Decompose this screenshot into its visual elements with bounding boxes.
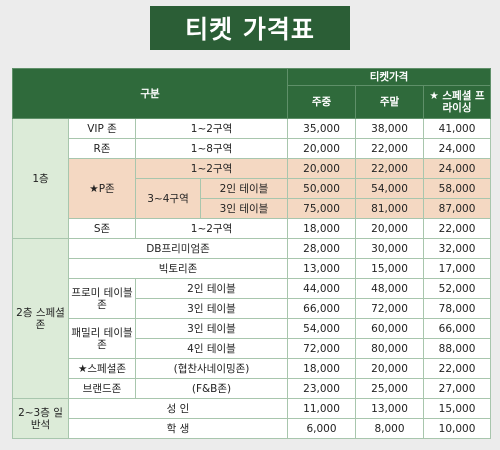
table-row: 학 생 6,000 8,000 10,000 xyxy=(13,418,492,439)
table-row: ★P존 1~2구역 20,000 22,000 24,000 xyxy=(13,158,492,219)
price-cell: 10,000 xyxy=(423,418,492,439)
price-cell: 32,000 xyxy=(423,238,492,259)
zone-cell: 2인 테이블 xyxy=(199,178,289,199)
zone-cell: 1~2구역 xyxy=(134,158,289,179)
price-cell: 20,000 xyxy=(287,138,357,159)
price-cell: 38,000 xyxy=(355,118,425,139)
table-row: 패밀리 테이블존 3인 테이블 54,000 60,000 66,000 xyxy=(13,318,492,359)
price-cell: 24,000 xyxy=(423,158,492,179)
header-column: ★ 스페셜 프라이싱 xyxy=(423,85,492,119)
table-row: 2층 스페셜존 DB프리미엄존 28,000 30,000 32,000 xyxy=(12,238,492,399)
price-cell: 15,000 xyxy=(355,258,425,279)
price-cell: 15,000 xyxy=(423,398,492,419)
zone-cell: 성 인 xyxy=(67,398,289,419)
zone-cell: DB프리미엄존 xyxy=(67,238,289,259)
header-column: 주중 xyxy=(287,85,357,119)
price-cell: 44,000 xyxy=(287,278,357,299)
price-cell: 54,000 xyxy=(287,318,357,339)
price-cell: 72,000 xyxy=(355,298,425,319)
table-row: 프로미 테이블존 2인 테이블 44,000 48,000 52,000 xyxy=(13,278,492,319)
price-cell: 75,000 xyxy=(287,198,357,219)
price-cell: 48,000 xyxy=(355,278,425,299)
group-cell: 2~3층 일반석 xyxy=(12,398,69,439)
price-cell: 88,000 xyxy=(423,338,492,359)
zone-cell: 2인 테이블 xyxy=(134,278,289,299)
price-cell: 18,000 xyxy=(287,358,357,379)
zone-cell: 3인 테이블 xyxy=(199,198,289,219)
zone-cell: 빅토리존 xyxy=(67,258,289,279)
table-row: 4인 테이블 72,000 80,000 88,000 xyxy=(13,338,492,359)
table-row: ★스페셜존 (협찬사네이밍존) 18,000 20,000 22,000 xyxy=(13,358,492,379)
zone-cell: 1~8구역 xyxy=(134,138,289,159)
zone-cell: ★스페셜존 xyxy=(68,358,136,379)
zone-cell: 3인 테이블 xyxy=(134,298,289,319)
zone-cell: (F&B존) xyxy=(134,378,289,399)
price-cell: 20,000 xyxy=(355,358,425,379)
zone-cell: (협찬사네이밍존) xyxy=(134,358,289,379)
price-cell: 22,000 xyxy=(355,158,425,179)
price-cell: 25,000 xyxy=(355,378,425,399)
price-cell: 87,000 xyxy=(423,198,492,219)
price-cell: 66,000 xyxy=(287,298,357,319)
table-row: R존 1~8구역 20,000 22,000 24,000 xyxy=(13,138,492,159)
zone-cell: R존 xyxy=(68,138,136,159)
price-cell: 11,000 xyxy=(287,398,357,419)
zone-cell: 학 생 xyxy=(67,418,289,439)
zone-cell: VIP 존 xyxy=(68,118,136,139)
price-cell: 20,000 xyxy=(355,218,425,239)
price-cell: 6,000 xyxy=(287,418,357,439)
table-row: 빅토리존 13,000 15,000 17,000 xyxy=(13,258,492,279)
table-row: 3인 테이블 75,000 81,000 87,000 xyxy=(13,198,492,219)
zone-cell: S존 xyxy=(68,218,136,239)
price-cell: 30,000 xyxy=(355,238,425,259)
price-cell: 22,000 xyxy=(423,218,492,239)
zone-cell: ★P존 xyxy=(68,158,136,219)
zone-cell: 패밀리 테이블존 xyxy=(68,318,136,359)
price-cell: 23,000 xyxy=(287,378,357,399)
table-row: S존 1~2구역 18,000 20,000 22,000 xyxy=(13,218,492,239)
table-row: 브랜드존 (F&B존) 23,000 25,000 27,000 xyxy=(13,378,492,399)
table-row: 1층 VIP 존 1~2구역 35,000 38,000 41,000 xyxy=(12,118,492,239)
price-cell: 35,000 xyxy=(287,118,357,139)
zone-cell: 3~4구역 xyxy=(135,178,201,219)
zone-cell: 1~2구역 xyxy=(134,218,289,239)
price-cell: 28,000 xyxy=(287,238,357,259)
price-cell: 66,000 xyxy=(423,318,492,339)
zone-cell: 1~2구역 xyxy=(134,118,289,139)
price-cell: 78,000 xyxy=(423,298,492,319)
price-cell: 27,000 xyxy=(423,378,492,399)
header-price-group: 티켓가격 xyxy=(287,68,492,86)
table-row: 3~4구역 2인 테이블 50,000 54,000 58,000 xyxy=(13,178,492,219)
price-cell: 80,000 xyxy=(355,338,425,359)
header-column: 주말 xyxy=(355,85,425,119)
price-cell: 52,000 xyxy=(423,278,492,299)
group-cell: 2층 스페셜존 xyxy=(12,238,69,399)
title-banner: 티켓 가격표 xyxy=(150,6,350,50)
header-category: 구분 xyxy=(11,68,289,119)
price-cell: 22,000 xyxy=(423,358,492,379)
price-table: 구분 티켓가격 주중 주말 ★ 스페셜 프라이싱 1층 VIP 존 1~2구역 35,… xyxy=(11,68,492,439)
zone-cell: 3인 테이블 xyxy=(134,318,289,339)
table-row: 2~3층 일반석 성 인 11,000 13,000 15,000 xyxy=(12,398,492,439)
price-cell: 41,000 xyxy=(423,118,492,139)
price-cell: 20,000 xyxy=(287,158,357,179)
zone-cell: 브랜드존 xyxy=(68,378,136,399)
price-cell: 17,000 xyxy=(423,258,492,279)
price-cell: 22,000 xyxy=(355,138,425,159)
price-cell: 50,000 xyxy=(287,178,357,199)
price-cell: 60,000 xyxy=(355,318,425,339)
price-cell: 8,000 xyxy=(355,418,425,439)
zone-cell: 프로미 테이블존 xyxy=(68,278,136,319)
price-cell: 81,000 xyxy=(355,198,425,219)
group-cell: 1층 xyxy=(12,118,69,239)
price-cell: 13,000 xyxy=(287,258,357,279)
price-cell: 13,000 xyxy=(355,398,425,419)
zone-cell: 4인 테이블 xyxy=(134,338,289,359)
price-cell: 24,000 xyxy=(423,138,492,159)
price-cell: 58,000 xyxy=(423,178,492,199)
price-cell: 72,000 xyxy=(287,338,357,359)
price-cell: 18,000 xyxy=(287,218,357,239)
price-cell: 54,000 xyxy=(355,178,425,199)
